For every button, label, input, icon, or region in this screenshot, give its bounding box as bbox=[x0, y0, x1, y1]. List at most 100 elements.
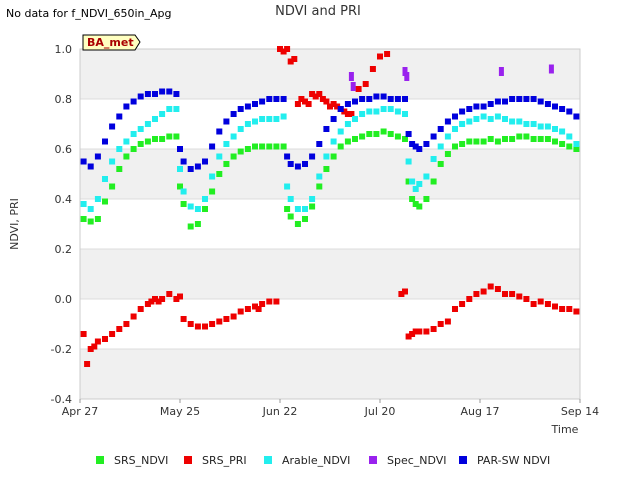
point-srs-pri bbox=[152, 296, 158, 302]
data-points bbox=[80, 46, 580, 367]
point-par-sw-ndvi bbox=[380, 93, 387, 100]
point-par-sw-ndvi bbox=[487, 101, 494, 107]
point-spec-ndvi bbox=[404, 72, 410, 81]
y-tick-label: -0.4 bbox=[51, 393, 72, 406]
point-srs-ndvi bbox=[502, 136, 508, 142]
point-srs-pri bbox=[466, 296, 473, 302]
point-arable-ndvi bbox=[373, 108, 380, 115]
point-srs-ndvi bbox=[405, 178, 412, 185]
point-arable-ndvi bbox=[152, 116, 158, 122]
point-srs-pri bbox=[294, 101, 301, 107]
point-par-sw-ndvi bbox=[373, 93, 380, 100]
point-par-sw-ndvi bbox=[173, 91, 180, 97]
point-srs-pri bbox=[530, 301, 537, 307]
point-srs-pri bbox=[537, 298, 544, 305]
y-axis-label: NDVI, PRI bbox=[8, 198, 21, 250]
point-srs-ndvi bbox=[284, 206, 291, 212]
point-srs-pri bbox=[80, 331, 87, 337]
point-spec-ndvi bbox=[498, 67, 504, 76]
point-srs-pri bbox=[237, 308, 244, 315]
legend: SRS_NDVI SRS_PRI Arable_NDVI Spec_NDVI PAR-S… bbox=[96, 454, 550, 467]
point-srs-ndvi bbox=[80, 216, 87, 222]
point-srs-pri bbox=[309, 91, 316, 97]
point-par-sw-ndvi bbox=[337, 106, 344, 112]
point-srs-pri bbox=[423, 328, 430, 335]
x-tick-label: Sep 14 bbox=[561, 405, 599, 418]
point-srs-pri bbox=[523, 296, 530, 302]
point-arable-ndvi bbox=[380, 106, 387, 112]
point-srs-pri bbox=[187, 321, 194, 327]
point-par-sw-ndvi bbox=[352, 98, 358, 105]
point-spec-ndvi bbox=[548, 64, 554, 74]
point-srs-ndvi bbox=[294, 221, 301, 227]
point-srs-pri bbox=[384, 51, 391, 57]
point-par-sw-ndvi bbox=[87, 163, 94, 170]
point-srs-ndvi bbox=[494, 138, 501, 145]
point-srs-ndvi bbox=[566, 143, 573, 150]
point-srs-ndvi bbox=[444, 151, 451, 157]
point-srs-pri bbox=[334, 103, 341, 110]
point-srs-ndvi bbox=[330, 153, 337, 160]
point-arable-ndvi bbox=[352, 116, 358, 122]
point-srs-ndvi bbox=[177, 183, 183, 190]
point-arable-ndvi bbox=[509, 118, 516, 125]
point-srs-pri bbox=[137, 306, 144, 312]
point-arable-ndvi bbox=[573, 141, 580, 147]
point-srs-ndvi bbox=[187, 223, 194, 230]
legend-label-srs-ndvi: SRS_NDVI bbox=[114, 454, 168, 467]
point-arable-ndvi bbox=[316, 173, 323, 180]
point-par-sw-ndvi bbox=[359, 96, 366, 102]
point-srs-ndvi bbox=[209, 188, 216, 195]
point-srs-ndvi bbox=[259, 143, 266, 150]
legend-swatch-spec-ndvi bbox=[369, 456, 377, 464]
point-srs-ndvi bbox=[309, 203, 316, 210]
point-par-sw-ndvi bbox=[423, 141, 430, 147]
point-srs-pri bbox=[323, 98, 330, 105]
point-srs-pri bbox=[230, 313, 237, 320]
point-srs-pri bbox=[319, 96, 326, 102]
legend-label-par-sw-ndvi: PAR-SW NDVI bbox=[477, 454, 550, 467]
point-srs-pri bbox=[266, 298, 273, 305]
point-par-sw-ndvi bbox=[137, 93, 144, 100]
point-srs-pri bbox=[444, 318, 451, 325]
point-srs-ndvi bbox=[273, 143, 280, 150]
legend-label-arable-ndvi: Arable_NDVI bbox=[282, 454, 350, 467]
point-srs-ndvi bbox=[430, 178, 437, 185]
point-srs-pri bbox=[402, 288, 408, 295]
point-arable-ndvi bbox=[466, 118, 473, 125]
point-par-sw-ndvi bbox=[130, 98, 137, 105]
point-par-sw-ndvi bbox=[109, 123, 116, 130]
point-arable-ndvi bbox=[309, 196, 316, 202]
point-arable-ndvi bbox=[194, 206, 201, 212]
point-srs-pri bbox=[312, 93, 319, 100]
y-tick-label: 0.8 bbox=[55, 93, 73, 106]
point-par-sw-ndvi bbox=[266, 96, 273, 102]
point-arable-ndvi bbox=[202, 196, 208, 202]
point-srs-pri bbox=[244, 306, 251, 312]
point-srs-pri bbox=[502, 291, 508, 297]
legend-swatch-arable-ndvi bbox=[264, 456, 272, 464]
point-srs-ndvi bbox=[466, 138, 473, 145]
point-arable-ndvi bbox=[87, 206, 94, 212]
point-srs-pri bbox=[516, 293, 523, 300]
point-par-sw-ndvi bbox=[116, 113, 123, 120]
point-srs-ndvi bbox=[459, 141, 466, 147]
point-srs-pri bbox=[398, 291, 405, 297]
point-srs-pri bbox=[159, 296, 166, 302]
point-arable-ndvi bbox=[287, 196, 294, 202]
point-par-sw-ndvi bbox=[273, 96, 280, 102]
point-arable-ndvi bbox=[180, 188, 187, 195]
point-arable-ndvi bbox=[387, 106, 394, 112]
point-srs-ndvi bbox=[366, 131, 373, 137]
point-srs-ndvi bbox=[573, 146, 580, 152]
point-arable-ndvi bbox=[80, 201, 87, 207]
badge-shape bbox=[82, 34, 141, 51]
point-srs-pri bbox=[209, 321, 216, 327]
legend-label-srs-pri: SRS_PRI bbox=[202, 454, 247, 467]
point-arable-ndvi bbox=[244, 121, 251, 127]
point-srs-pri bbox=[355, 86, 362, 92]
point-par-sw-ndvi bbox=[187, 166, 194, 172]
point-srs-pri bbox=[416, 328, 423, 335]
point-srs-pri bbox=[280, 48, 287, 55]
point-srs-pri bbox=[123, 321, 130, 327]
